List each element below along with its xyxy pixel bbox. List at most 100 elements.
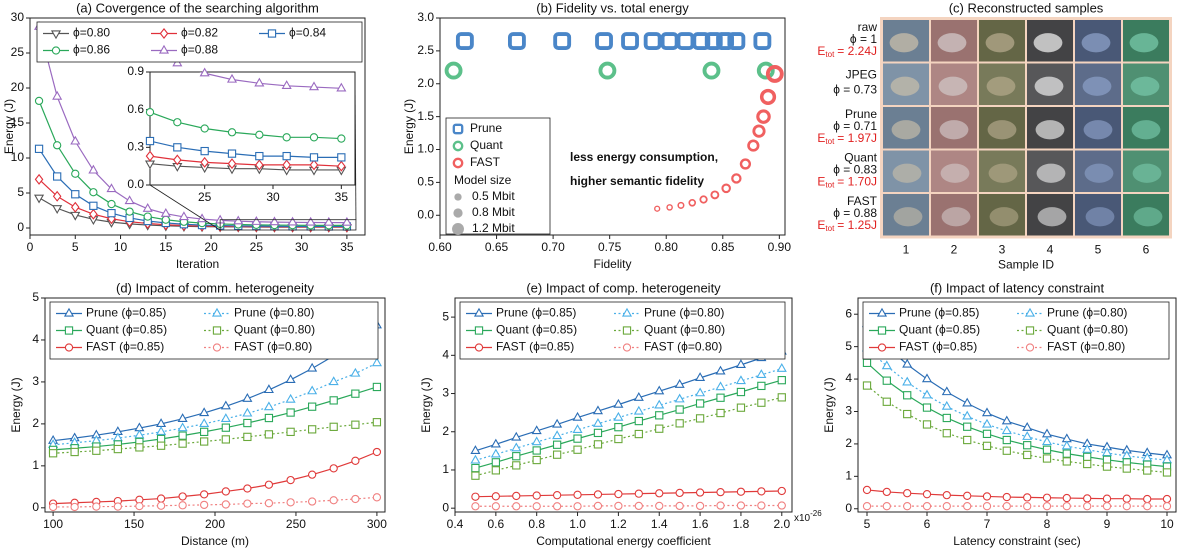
plot-frame [439,17,786,236]
row-fidelity: ϕ = 0.73 [833,83,877,97]
marker [593,501,603,511]
marker [942,490,951,500]
legend-label: Prune [470,121,502,135]
marker [1041,436,1053,446]
sample-object [986,76,1016,96]
marker [922,420,932,429]
marker [285,393,296,403]
marker [1022,431,1033,440]
y-tick-label: 5 [17,185,24,199]
sample-object [1035,120,1065,140]
marker [634,489,643,498]
scatter-point [444,61,463,80]
legend-label: Prune (ϕ=0.85) [899,306,979,320]
row-energy: Etot = 1.25J [817,218,877,233]
sample-object [938,76,968,96]
x-tick-label: 25 [250,240,264,254]
marker [902,358,913,368]
scatter-point [654,205,661,212]
marker [220,413,231,422]
marker [221,487,230,496]
x-tick-label: 5 [72,240,79,254]
marker [777,486,786,496]
y-tick-label: 4 [442,347,449,361]
marker [178,211,189,221]
series-line [150,163,342,171]
marker [982,429,992,439]
legend-marker [473,307,485,317]
legend-marker [63,307,75,317]
marker [614,423,623,432]
marker [173,143,182,152]
x-tick-label: 0.65 [485,240,509,254]
energy-subscript: tot [825,181,835,190]
legend-label: Quant (ϕ=0.80) [644,323,725,337]
energy-value: = 2.24J [837,44,877,58]
energy-subscript: tot [825,224,835,233]
marker [124,195,135,205]
series-line [475,350,782,452]
y-tick-label: 6 [845,306,852,320]
series-line [475,396,782,477]
marker [1042,493,1052,502]
zoom-connector [149,184,221,231]
marker [1083,459,1092,469]
marker [532,502,541,511]
scatter-point [731,173,742,184]
chart-title: (d) Impact of comm. heterogeneity [116,280,314,295]
row-method: Quant [844,151,877,165]
marker [341,216,352,226]
marker [573,502,582,511]
legend-label: FAST [470,155,501,169]
marker [655,501,664,511]
marker [106,183,117,193]
marker [1062,449,1071,458]
marker [92,446,101,455]
x-tick-label: 6 [924,517,931,531]
marker [922,502,932,511]
marker [34,96,44,106]
x-tick-label: 1.4 [651,517,668,531]
marker [337,160,346,172]
y-tick-label: 1.0 [417,142,434,156]
legend-label: Prune (ϕ=0.80) [234,306,314,320]
y-tick-label: 0.0 [417,207,434,221]
size-legend-label: 0.5 Mbit [472,189,515,203]
marker [336,82,347,92]
marker [736,403,746,412]
marker [903,502,912,511]
marker [634,429,643,439]
x-axis-label: Sample ID [998,258,1054,272]
row-fidelity: ϕ = 0.71 [833,119,877,133]
sample-object [939,120,969,140]
legend-label: Quant (ϕ=0.85) [496,323,577,337]
y-tick-label: 2.5 [417,43,434,57]
marker [882,397,891,406]
series-line [475,379,782,469]
marker [309,159,319,171]
legend-box [36,21,363,63]
marker [862,358,872,367]
legend-marker [876,307,888,317]
marker [92,502,101,511]
marker [633,392,644,401]
marker [307,497,317,506]
marker [70,447,79,457]
marker [243,432,252,442]
y-tick-label: 20 [11,80,25,94]
x-tick-label: 0.8 [528,517,545,531]
chart-title: (b) Fidelity vs. total energy [536,0,689,15]
series-line [475,504,782,507]
x-tick-label: 0.90 [768,240,792,254]
marker [735,359,746,369]
marker [962,397,973,407]
y-tick-label: 1.5 [417,109,434,123]
legend-marker [474,326,484,335]
marker [532,446,541,455]
marker [286,408,295,417]
marker [281,80,292,89]
sample-object [1084,163,1114,183]
scatter-point [765,64,784,83]
marker [1001,415,1012,425]
y-tick-label: 0.5 [417,175,434,189]
